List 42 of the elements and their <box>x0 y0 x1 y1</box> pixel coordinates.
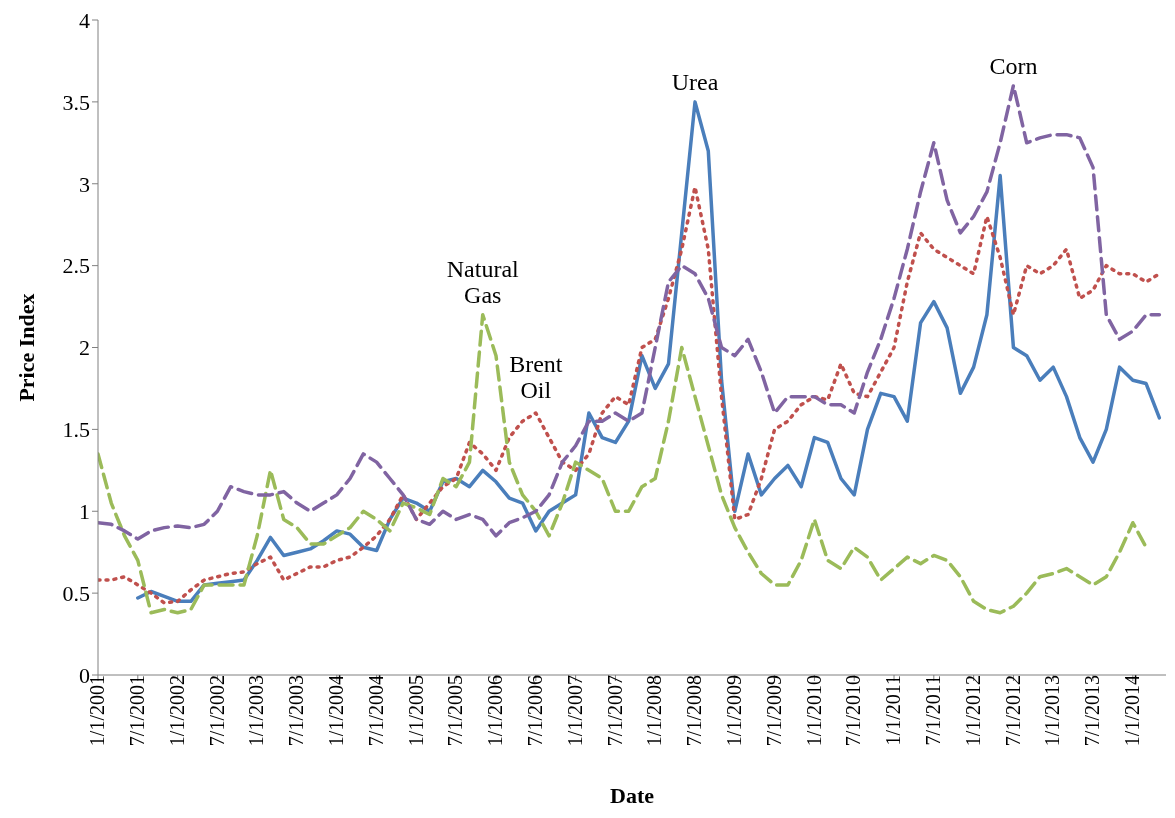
y-tick-label: 0.5 <box>62 580 90 606</box>
x-tick-label: 7/1/2011 <box>922 675 945 746</box>
x-tick-label: 7/1/2012 <box>1001 675 1024 747</box>
x-tick-label: 1/1/2002 <box>165 675 188 747</box>
x-tick-label: 1/1/2012 <box>961 675 984 747</box>
y-tick-label: 3 <box>79 171 90 197</box>
x-tick-label: 1/1/2005 <box>404 675 427 747</box>
x-tick-label: 7/1/2004 <box>364 675 387 747</box>
x-axis-title: Date <box>610 783 655 808</box>
x-tick-label: 7/1/2005 <box>444 675 467 747</box>
annotation: Corn <box>989 52 1038 79</box>
x-tick-label: 1/1/2011 <box>882 675 905 746</box>
annotation: Brent Oil <box>509 350 563 403</box>
y-tick-label: 2.5 <box>62 253 90 279</box>
y-axis-title: Price Index <box>13 293 39 402</box>
annotation: Natural Gas <box>446 255 520 308</box>
x-tick-label: 7/1/2010 <box>842 675 865 747</box>
x-tick-label: 1/1/2004 <box>325 675 348 747</box>
x-tick-label: 7/1/2001 <box>126 675 148 747</box>
x-tick-label: 1/1/2010 <box>802 675 825 747</box>
line-series <box>136 100 1162 604</box>
x-tick-label: 1/1/2013 <box>1041 675 1064 747</box>
x-tick-label: 7/1/2007 <box>603 675 626 747</box>
x-tick-label: 7/1/2006 <box>524 675 547 747</box>
y-tick-label: 2 <box>79 335 90 361</box>
x-tick-label: 7/1/2003 <box>285 675 308 747</box>
line-series <box>98 313 1148 615</box>
y-tick-label: 3.5 <box>62 89 90 115</box>
x-tick-label: 7/1/2008 <box>683 675 706 747</box>
x-tick-label: 7/1/2009 <box>762 675 785 747</box>
x-tick-label: 1/1/2006 <box>484 675 507 747</box>
y-tick-label: 1 <box>79 499 90 525</box>
x-tick-label: 1/1/2009 <box>723 675 746 747</box>
x-tick-label: 7/1/2013 <box>1081 675 1104 747</box>
annotation: Urea <box>671 68 719 95</box>
x-tick-label: 1/1/2007 <box>563 675 586 747</box>
y-tick-label: 1.5 <box>62 417 90 443</box>
x-tick-label: 7/1/2002 <box>205 675 228 747</box>
x-tick-label: 1/1/2008 <box>643 675 666 747</box>
x-tick-label: 1/1/2014 <box>1121 675 1144 747</box>
y-tick-label: 4 <box>79 7 90 33</box>
x-tick-label: 1/1/2003 <box>245 675 268 747</box>
